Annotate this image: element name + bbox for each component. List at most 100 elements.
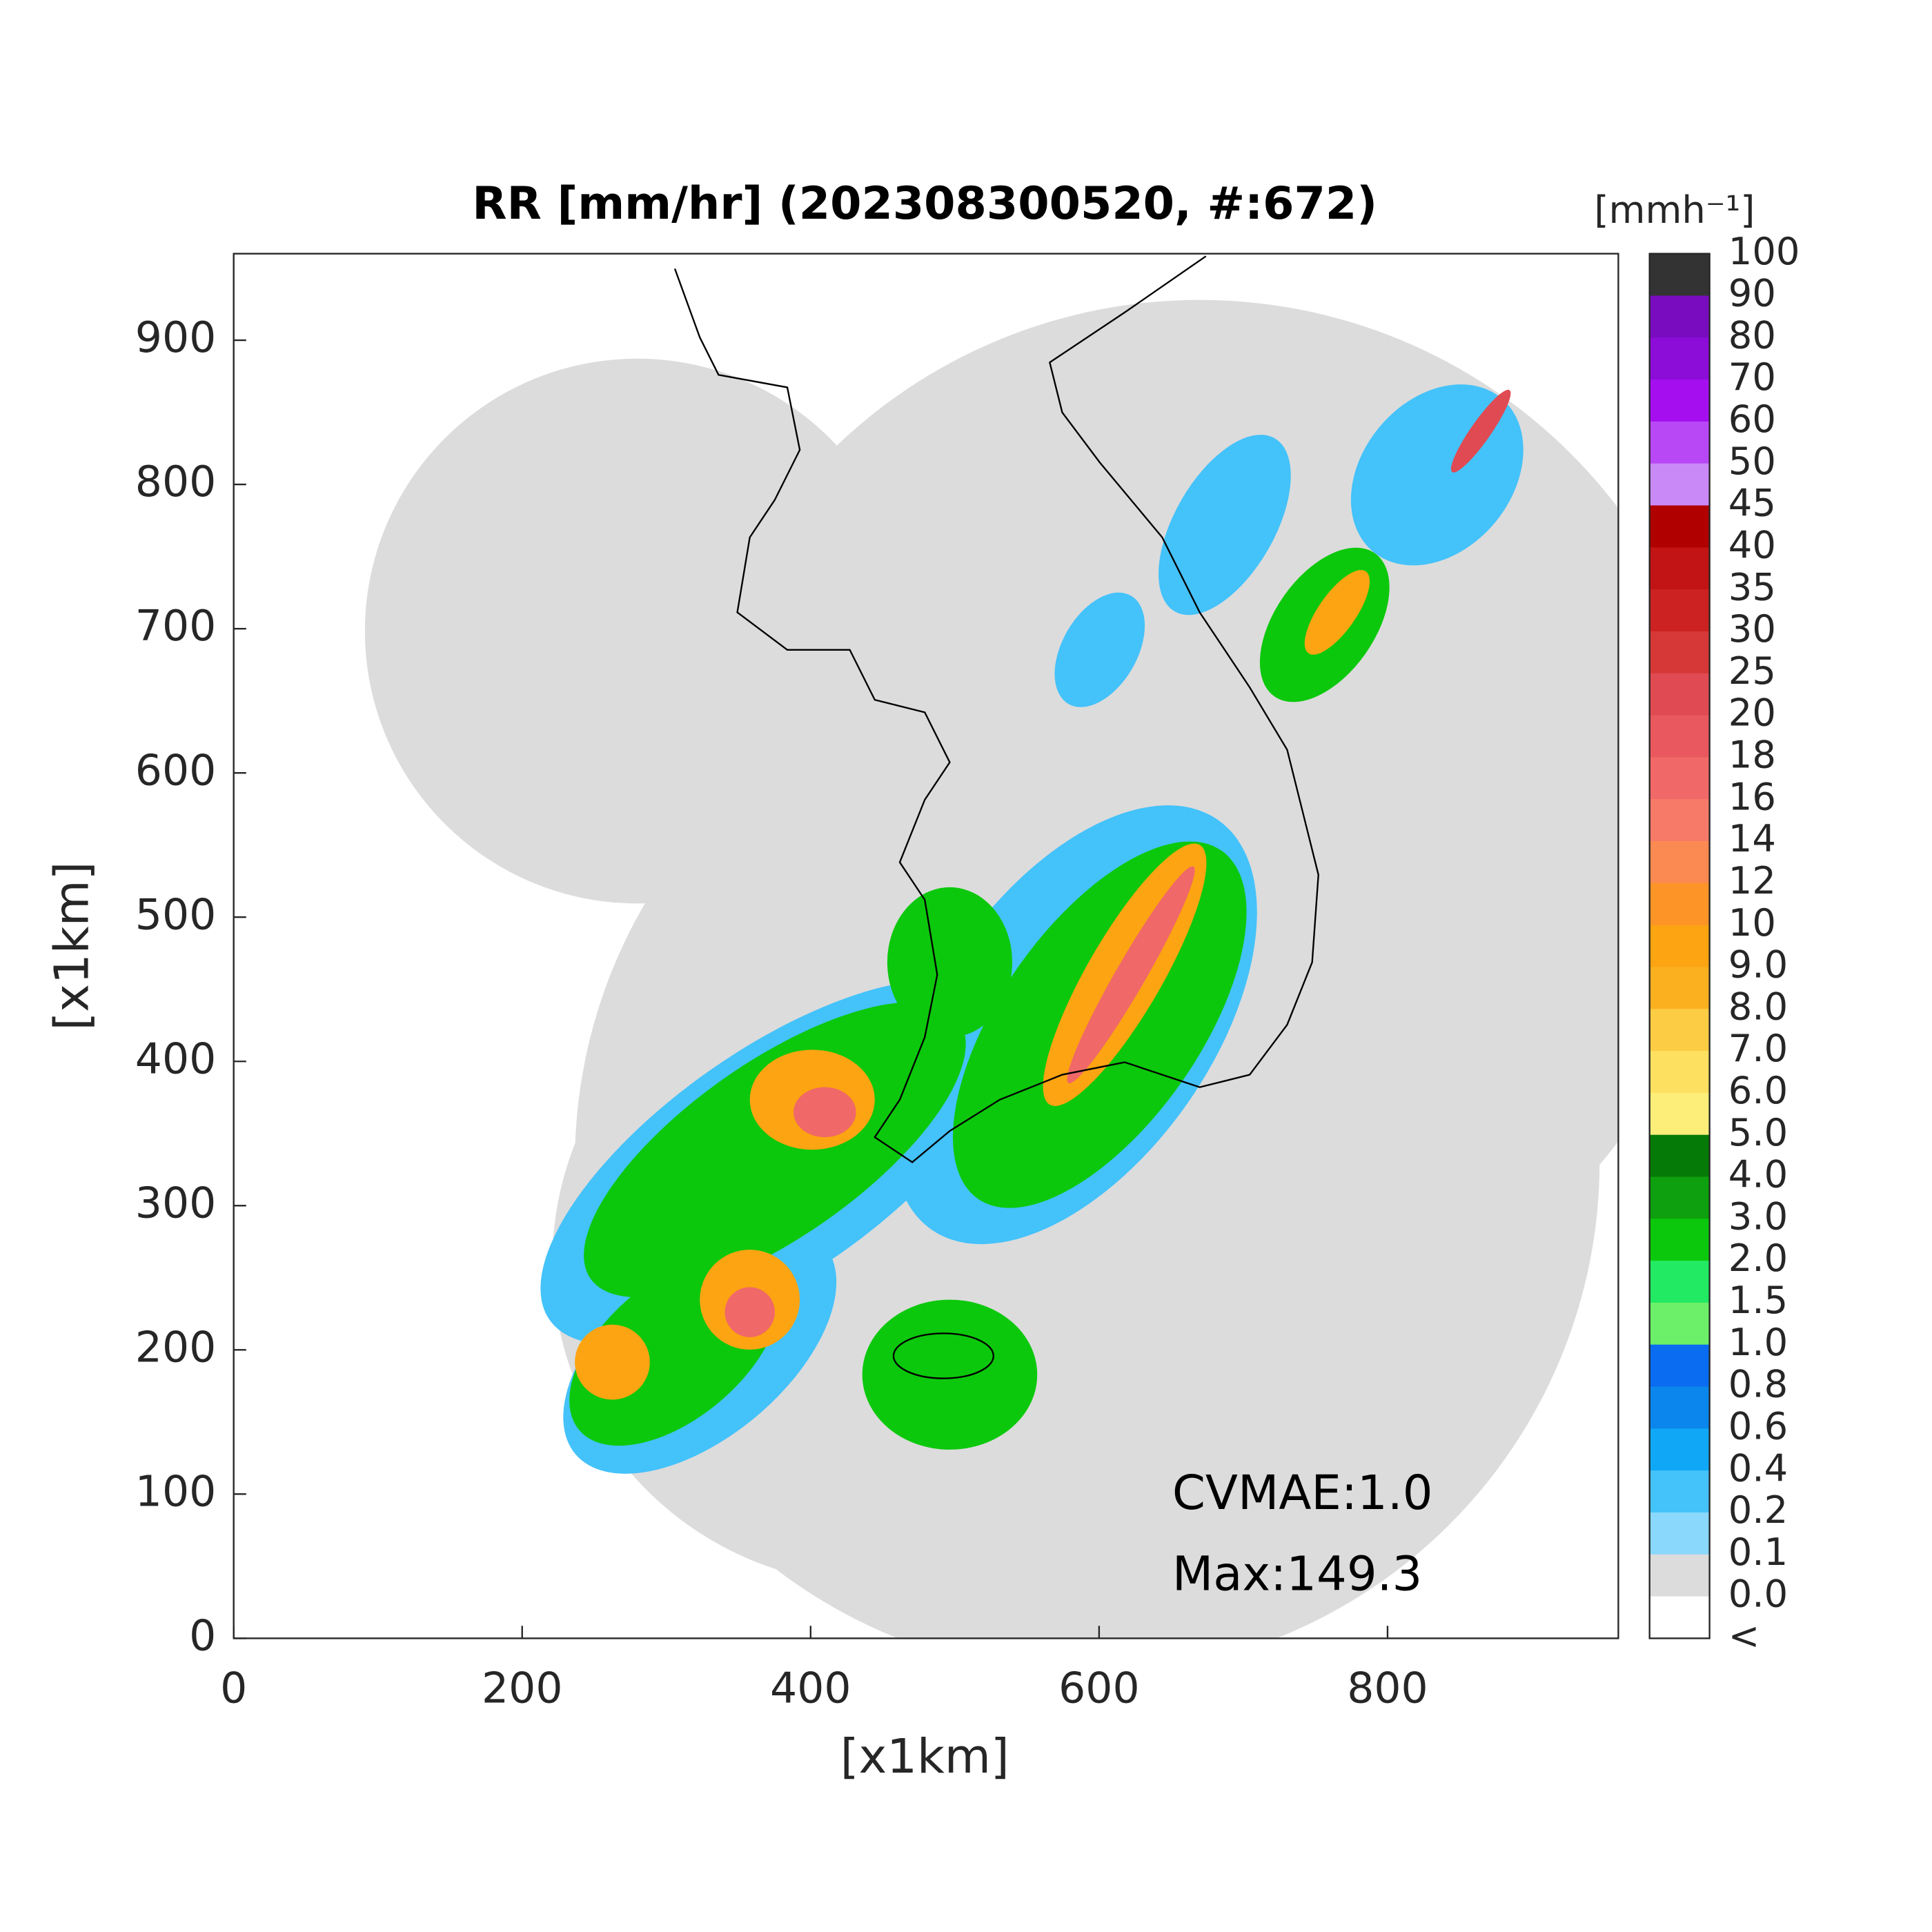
colorbar-label: 0.2 [1728, 1488, 1788, 1532]
y-tick-label: 600 [135, 745, 217, 795]
colorbar-segment [1649, 799, 1710, 842]
rain-echo [793, 1087, 856, 1138]
colorbar-segment [1649, 421, 1710, 464]
colorbar-label: 20 [1728, 691, 1776, 735]
coastline [673, 255, 1319, 1163]
colorbar-label: 1.5 [1728, 1279, 1788, 1322]
rain-echoes [540, 384, 1524, 1474]
y-tick-label: 800 [135, 457, 217, 506]
colorbar-segment [1649, 1554, 1710, 1597]
colorbar-segment [1649, 505, 1710, 549]
colorbar-segment [1649, 589, 1710, 632]
colorbar-label: < [1728, 1615, 1760, 1658]
y-tick-label: 900 [135, 313, 217, 362]
x-tick-label: 800 [1347, 1664, 1428, 1713]
colorbar-segment [1649, 1261, 1710, 1303]
x-tick-label: 400 [770, 1664, 851, 1713]
colorbar-segment [1649, 1470, 1710, 1513]
rain-echo [1067, 866, 1195, 1083]
colorbar-label: 8.0 [1728, 985, 1788, 1028]
colorbar-segment [1649, 547, 1710, 591]
colorbar-segment [1649, 1428, 1710, 1472]
colorbar-segment [1649, 967, 1710, 1010]
radar-map [364, 255, 1619, 1639]
colorbar-label: 25 [1728, 649, 1776, 693]
colorbar-segment [1649, 253, 1710, 297]
colorbar-segment [1649, 1344, 1710, 1388]
colorbar-segment [1649, 1134, 1710, 1178]
y-tick-label: 700 [135, 601, 217, 651]
colorbar-segment [1649, 1219, 1710, 1262]
rain-echo [575, 1324, 650, 1400]
colorbar-unit: [mmh⁻¹] [1594, 188, 1755, 232]
axes-box [233, 253, 1619, 1639]
chart-title: RR [mm/hr] (202308300520, #:672) [472, 177, 1377, 230]
annotation: Max:149.3 [1172, 1547, 1422, 1602]
colorbar-segment [1649, 1051, 1710, 1094]
island-outline [892, 1332, 995, 1379]
colorbar-label: 6.0 [1728, 1069, 1788, 1112]
colorbar-label: 12 [1728, 859, 1776, 903]
annotation: CVMAE:1.0 [1172, 1466, 1433, 1521]
colorbar-label: 9.0 [1728, 943, 1788, 987]
colorbar-segment [1649, 463, 1710, 506]
rain-echo [1054, 592, 1145, 707]
colorbar-segment [1649, 1512, 1710, 1555]
x-tick-label: 200 [482, 1664, 563, 1713]
colorbar-segment [1649, 337, 1710, 380]
x-axis-label: [x1km] [840, 1729, 1009, 1784]
colorbar-label: 0.1 [1728, 1530, 1788, 1574]
colorbar-label: 100 [1728, 230, 1800, 273]
colorbar-segment [1649, 1596, 1710, 1639]
colorbar-label: 90 [1728, 272, 1776, 315]
colorbar-label: 14 [1728, 817, 1776, 860]
colorbar-label: 60 [1728, 397, 1776, 441]
colorbar-label: 40 [1728, 523, 1776, 566]
colorbar-label: 0.0 [1728, 1573, 1788, 1616]
rain-echo [862, 1299, 1038, 1450]
colorbar-box [1648, 253, 1711, 1639]
y-tick-label: 200 [135, 1322, 217, 1372]
y-tick-label: 0 [189, 1610, 216, 1660]
colorbar-segment [1649, 925, 1710, 968]
colorbar-label: 0.8 [1728, 1363, 1788, 1406]
colorbar-segment [1649, 715, 1710, 758]
colorbar-label: 7.0 [1728, 1027, 1788, 1070]
colorbar-label: 10 [1728, 901, 1776, 945]
colorbar-segment [1649, 757, 1710, 800]
colorbar-segment [1649, 1092, 1710, 1136]
colorbar-label: 35 [1728, 565, 1776, 609]
colorbar-segment [1649, 295, 1710, 339]
y-axis-label: [x1km] [45, 861, 100, 1030]
colorbar-label: 30 [1728, 607, 1776, 651]
colorbar-segment [1649, 1009, 1710, 1052]
colorbar-label: 1.0 [1728, 1321, 1788, 1364]
colorbar-label: 70 [1728, 355, 1776, 399]
rain-echo [887, 887, 1013, 1038]
y-tick-label: 100 [135, 1466, 217, 1516]
rain-echo [724, 1287, 775, 1337]
rain-echo [1304, 570, 1370, 655]
y-tick-label: 400 [135, 1034, 217, 1083]
colorbar-segment [1649, 379, 1710, 422]
rain-echo [584, 1002, 966, 1298]
colorbar-label: 0.6 [1728, 1404, 1788, 1448]
colorbar-label: 80 [1728, 313, 1776, 357]
x-tick-label: 600 [1058, 1664, 1140, 1713]
colorbar-label: 18 [1728, 733, 1776, 777]
colorbar-segment [1649, 673, 1710, 716]
x-tick-label: 0 [220, 1664, 247, 1713]
rain-echo [1159, 435, 1291, 615]
colorbar-label: 4.0 [1728, 1153, 1788, 1196]
colorbar-segment [1649, 840, 1710, 884]
colorbar-segment [1649, 1176, 1710, 1220]
colorbar-segment [1649, 1302, 1710, 1346]
y-tick-label: 300 [135, 1178, 217, 1228]
y-tick-label: 500 [135, 889, 217, 939]
colorbar-label: 2.0 [1728, 1236, 1788, 1280]
colorbar-label: 5.0 [1728, 1111, 1788, 1154]
colorbar-segment [1649, 631, 1710, 674]
rain-echo [1450, 389, 1511, 473]
colorbar-label: 16 [1728, 775, 1776, 818]
colorbar-segment [1649, 883, 1710, 926]
